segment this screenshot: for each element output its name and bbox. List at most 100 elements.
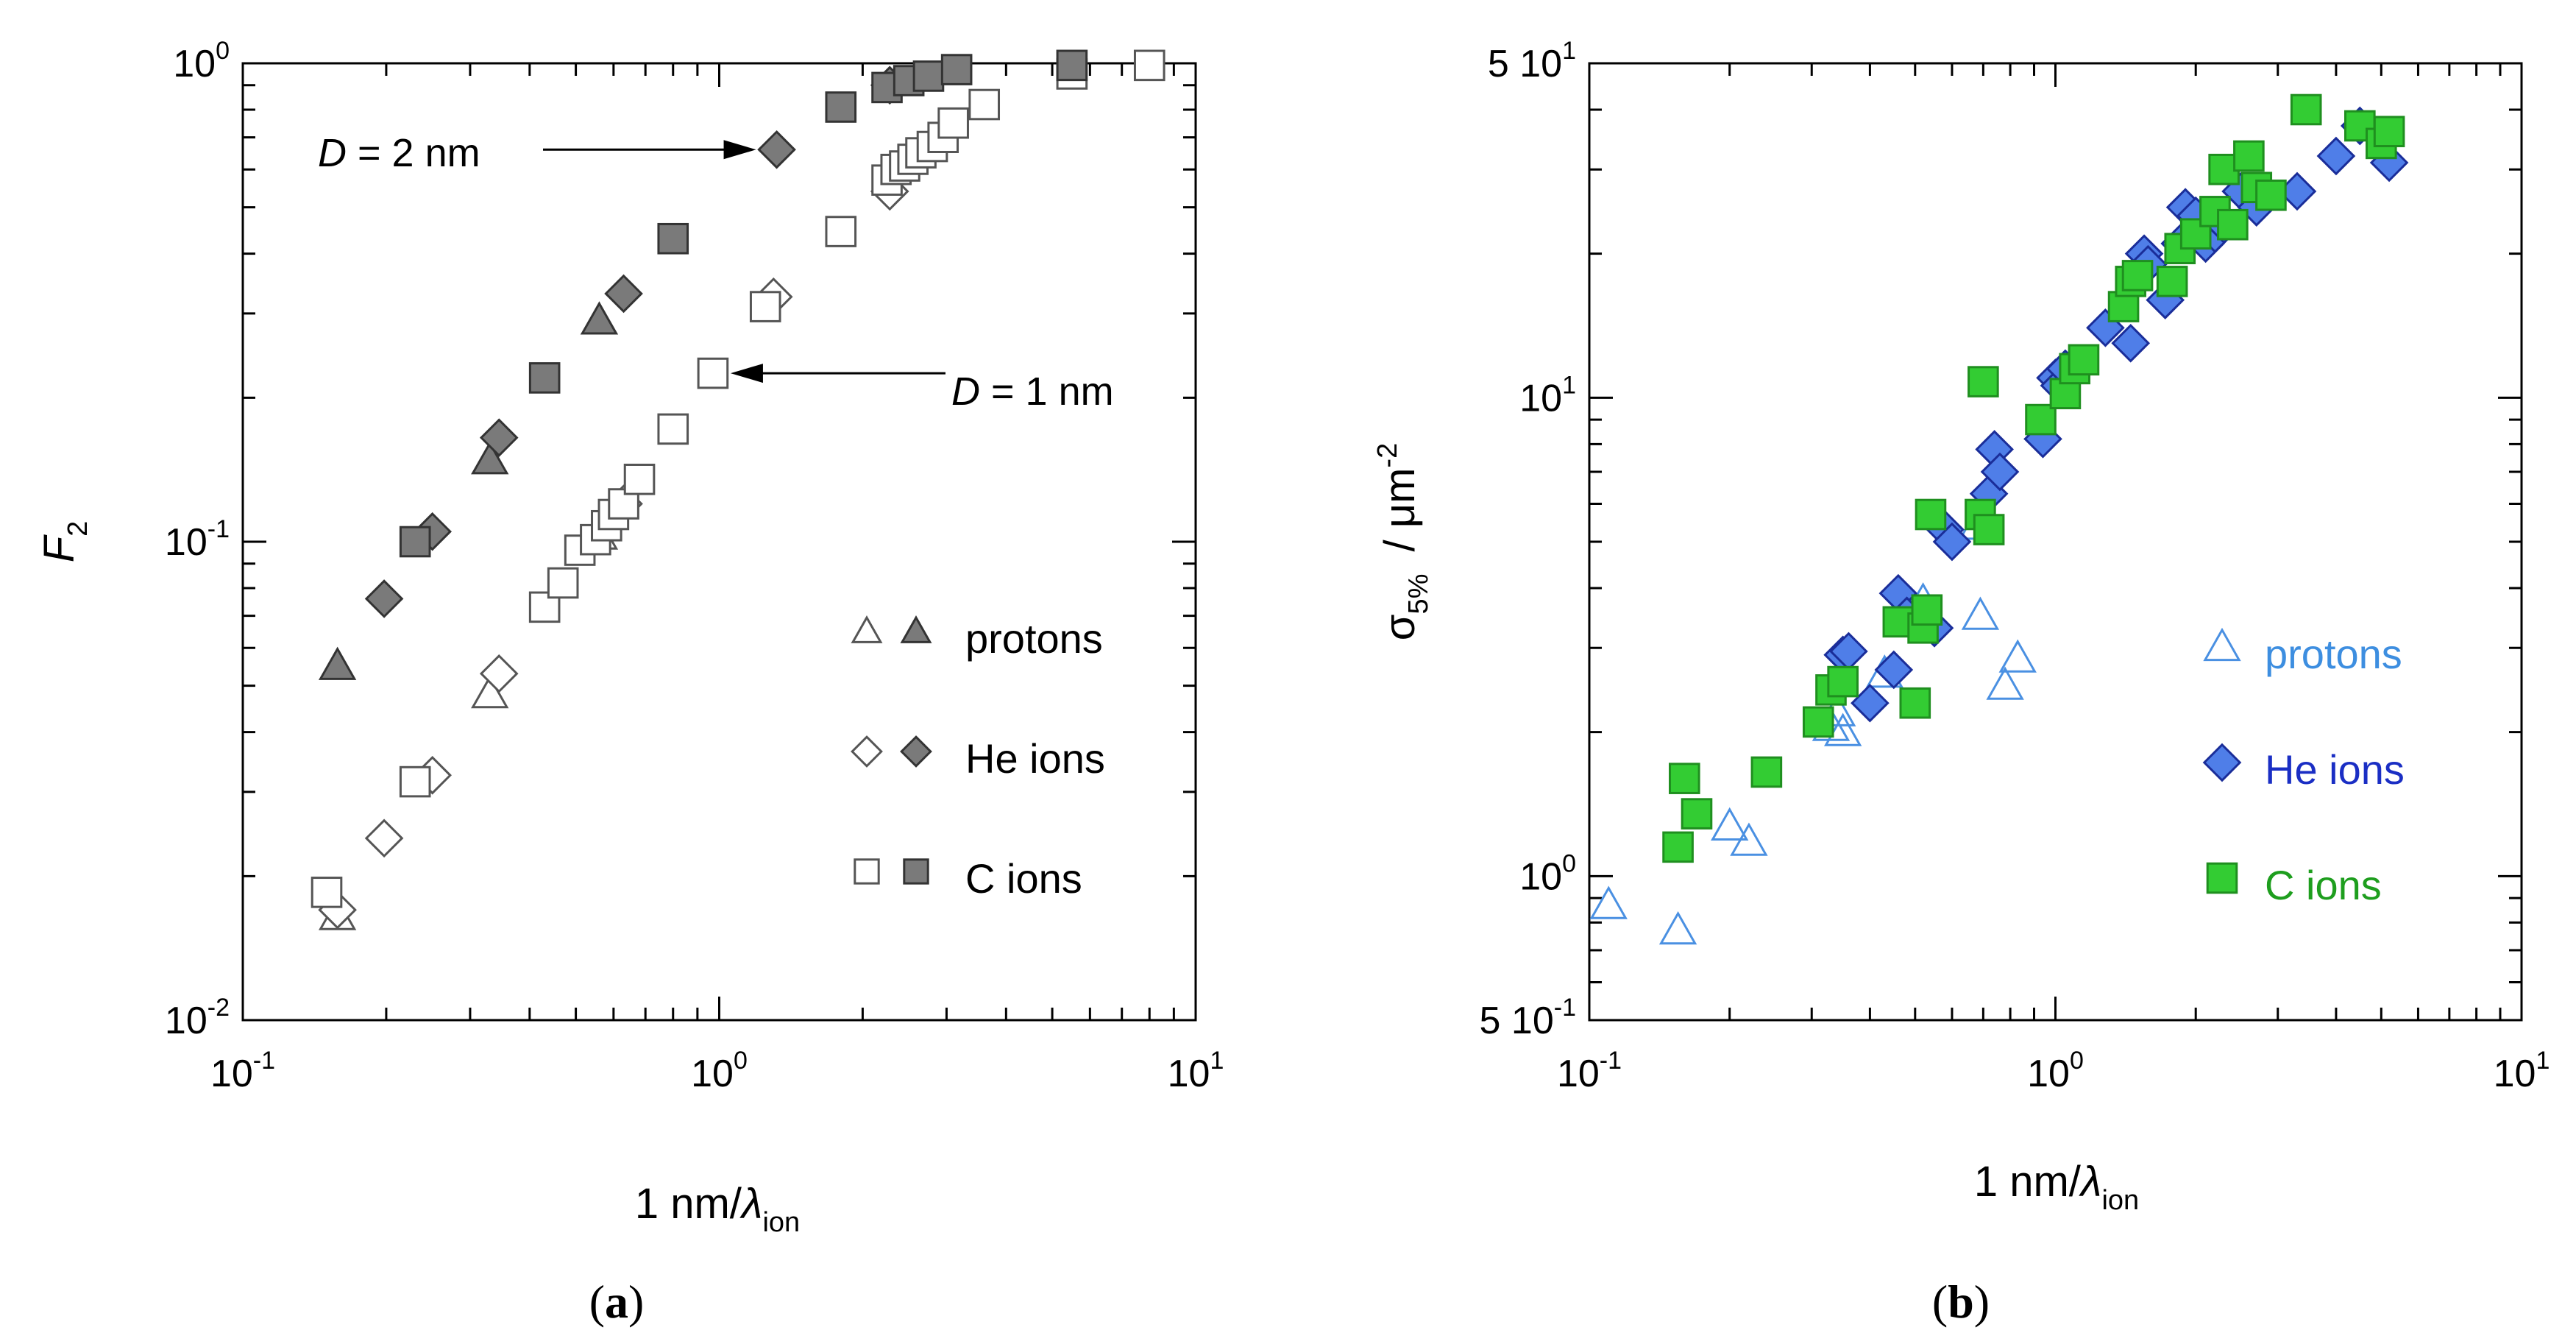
ticks-b: 10-1 100 101 5 10-1 100 101 5 101	[1480, 37, 2550, 1095]
x-tick-label-b: 101	[2494, 1047, 2550, 1095]
x-tick-label-b: 100	[2027, 1047, 2084, 1095]
point-c-ions-b	[1750, 756, 1783, 788]
ticks-a: 10-1 100 101 10-2 10-1 100	[165, 37, 1224, 1095]
legend-label-he-b: He ions	[2265, 746, 2405, 793]
point-c-ions-b	[2255, 179, 2287, 211]
point-he-ions-a	[364, 818, 404, 858]
x-tick-label-a: 101	[1168, 1047, 1224, 1095]
y-tick-label-b: 100	[1519, 849, 1576, 898]
legend-marker-1-b	[2202, 743, 2242, 782]
point-c-ions-b	[1899, 687, 1931, 719]
point-protons-b	[1658, 910, 1697, 945]
point-c-ions-a	[825, 91, 857, 123]
point-he-ions-b	[2316, 136, 2356, 176]
point-he-ions-a	[757, 130, 796, 169]
point-c-ions-a	[937, 107, 969, 139]
point-c-ions-a	[749, 291, 781, 322]
point-c-ions-b	[2121, 260, 2154, 291]
point-c-ions-a	[940, 54, 973, 85]
legend-marker-0-b	[2203, 627, 2241, 662]
annotation-arrowhead-d1	[730, 364, 763, 383]
point-he-ions-a	[479, 654, 519, 693]
annotation-d1: D = 1 nm	[730, 364, 1114, 414]
legend-marker-2-b	[2206, 862, 2238, 894]
y-tick-label-b: 5 10-1	[1480, 994, 1576, 1042]
legend-label-protons-a: protons	[965, 615, 1103, 662]
legend-marker-filled-0-a	[900, 615, 932, 643]
point-protons-b	[1986, 666, 2024, 700]
point-c-ions-b	[1968, 366, 1999, 397]
point-c-ions-a	[547, 567, 579, 599]
y-axis-label-a: F2	[35, 521, 93, 563]
point-protons-a	[471, 441, 509, 475]
point-he-ions-a	[479, 418, 519, 457]
point-c-ions-a	[912, 60, 945, 92]
legend-marker-filled-1-a	[900, 735, 932, 768]
point-protons-b	[1711, 807, 1749, 841]
chart-panel-a: 10-1 100 101 10-2 10-1 100 1 nm/λion F2 D = 2…	[35, 37, 1224, 1328]
x-axis-label-a: 1 nm/λion	[635, 1180, 800, 1238]
legend-marker-open-1-a	[851, 735, 883, 768]
legend-label-protons-b: protons	[2265, 631, 2402, 677]
point-c-ions-b	[2290, 93, 2322, 126]
point-he-ions-a	[604, 274, 643, 314]
point-protons-b	[1998, 639, 2037, 673]
legend-label-he-a: He ions	[965, 735, 1105, 782]
x-tick-label-a: 10-1	[210, 1047, 275, 1095]
point-c-ions-b	[2373, 116, 2405, 148]
y-tick-label-a: 10-1	[165, 515, 230, 564]
point-c-ions-a	[657, 413, 689, 445]
point-protons-b	[1823, 712, 1862, 746]
legend-marker-filled-2-a	[903, 858, 929, 885]
point-c-ions-a	[311, 877, 343, 908]
point-c-ions-b	[2233, 140, 2265, 172]
x-axis-label-b: 1 nm/λion	[1974, 1158, 2139, 1216]
annotation-d2: D = 2 nm	[318, 131, 756, 175]
y-tick-label-a: 10-2	[165, 994, 230, 1042]
point-protons-a	[580, 301, 619, 335]
point-he-ions-a	[364, 579, 404, 618]
point-c-ions-a	[968, 88, 1001, 121]
point-protons-a	[318, 646, 357, 680]
panel-label-a: (a)	[589, 1276, 645, 1328]
chart-panel-b: 10-1 100 101 5 10-1 100 101 5 101 1 nm/λion σ5…	[1372, 37, 2550, 1328]
point-c-ions-b	[1681, 798, 1713, 830]
point-c-ions-a	[623, 463, 656, 495]
y-tick-label-b: 5 101	[1488, 37, 1576, 85]
point-c-ions-b	[1662, 831, 1694, 863]
svg-text:D = 2 nm: D = 2 nm	[318, 131, 480, 175]
point-c-ions-a	[399, 765, 431, 798]
point-c-ions-b	[1827, 665, 1859, 698]
plot-frame-b	[1588, 62, 2523, 1022]
point-he-ions-b	[2111, 323, 2151, 363]
y-tick-label-b: 101	[1519, 371, 1576, 420]
y-tick-label-a: 100	[173, 37, 230, 85]
point-c-ions-a	[657, 222, 689, 255]
point-c-ions-b	[2068, 344, 2100, 376]
point-protons-b	[1589, 885, 1628, 919]
x-tick-label-a: 100	[691, 1047, 748, 1095]
point-c-ions-b	[1915, 498, 1947, 531]
point-c-ions-b	[2156, 266, 2188, 297]
point-c-ions-a	[399, 526, 431, 558]
marks-b	[1589, 93, 2409, 945]
x-tick-label-b: 10-1	[1557, 1047, 1622, 1095]
point-he-ions-b	[1980, 452, 2020, 492]
point-c-ions-b	[2025, 403, 2057, 436]
point-c-ions-b	[1669, 763, 1700, 794]
point-c-ions-b	[1973, 514, 2005, 545]
point-c-ions-b	[2217, 208, 2249, 241]
legend-marker-open-0-a	[851, 615, 883, 643]
point-c-ions-b	[1802, 706, 1834, 738]
legend-b: protons He ions C ions	[2202, 627, 2405, 908]
legend-marker-open-2-a	[854, 858, 880, 885]
legend-a: protons He ions C ions	[851, 615, 1105, 902]
annotation-arrowhead-d2	[723, 140, 756, 160]
point-c-ions-a	[697, 357, 729, 389]
point-c-ions-b	[1911, 594, 1943, 626]
point-c-ions-a	[528, 362, 561, 394]
y-axis-label-b: σ5%/ μm-2	[1372, 443, 1434, 640]
marks-a	[311, 49, 1165, 930]
point-he-ions-b	[1932, 522, 1972, 562]
